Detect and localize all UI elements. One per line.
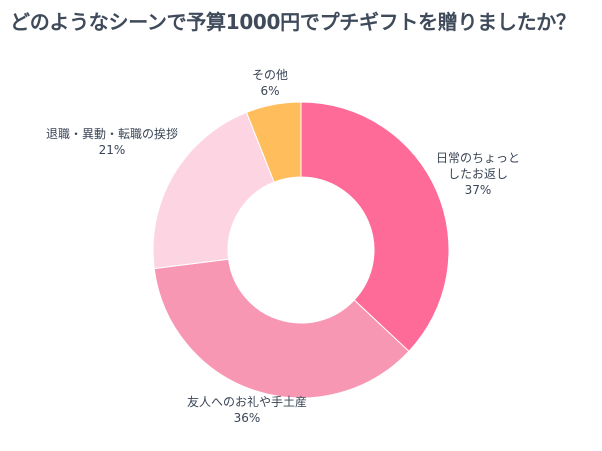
chart-title: どのようなシーンで予算1000円でプチギフトを贈りましたか？ <box>10 10 576 34</box>
slice-name-label: 退職・異動・転職の挨拶 <box>46 126 178 141</box>
donut-slice-2 <box>153 258 410 399</box>
slice-name-label: 日常のちょっと <box>436 151 520 165</box>
slice-label-1: 日常のちょっとしたお返し 37% <box>436 151 520 197</box>
slice-percent-label: 6% <box>260 84 279 98</box>
donut-slices <box>152 101 450 399</box>
slice-percent-label: 36% <box>234 411 261 425</box>
slice-percent-label: 37% <box>465 183 492 197</box>
donut-slice-4 <box>245 101 302 183</box>
slice-label-3: 退職・異動・転職の挨拶 21% <box>46 126 178 157</box>
slice-labels: 日常のちょっとしたお返し 37% 友人へのお礼や手土産 36% 退職・異動・転職の挨拶 2… <box>46 68 520 425</box>
slice-name-label: 友人へのお礼や手土産 <box>187 394 307 409</box>
slice-label-4: その他 6% <box>252 68 288 98</box>
donut-slice-1 <box>300 101 450 353</box>
slice-name-label: したお返し <box>448 167 508 181</box>
slice-percent-label: 21% <box>99 143 126 157</box>
slice-label-2: 友人へのお礼や手土産 36% <box>187 394 307 425</box>
donut-slice-3 <box>152 111 275 270</box>
slice-name-label: その他 <box>252 68 288 82</box>
